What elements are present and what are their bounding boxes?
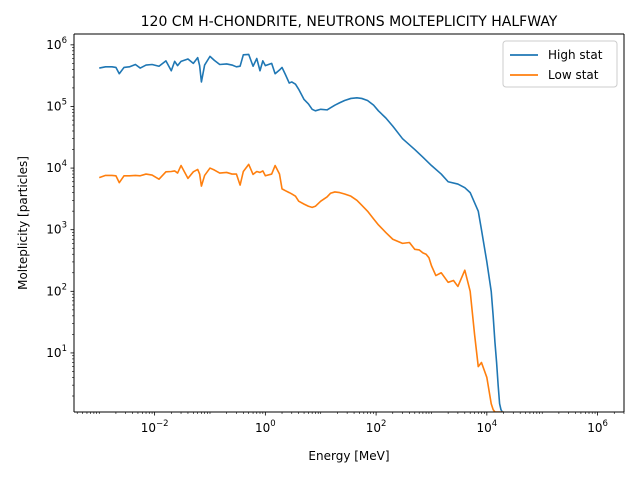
x-axis-label-text: Energy [MeV] <box>308 449 389 463</box>
x-tick-label: 104 <box>476 419 497 435</box>
y-tick-label: 105 <box>46 97 67 113</box>
x-tick-label: 100 <box>255 419 276 435</box>
y-tick-label: 106 <box>46 36 67 52</box>
series-line-high-stat <box>99 53 504 412</box>
y-tick-label: 101 <box>46 344 67 360</box>
y-axis-label: Molteplicity [particles] <box>16 156 30 290</box>
y-tick-label: 102 <box>46 282 67 298</box>
y-ticks: 101 102 103 104 105 106 <box>46 36 74 397</box>
x-tick-label: 10−2 <box>141 419 169 435</box>
legend-label-high-stat: High stat <box>548 48 603 62</box>
chart-title: 120 CM H-CHONDRITE, NEUTRONS MOLTEPLICIT… <box>141 14 558 30</box>
y-axis-label-text: Molteplicity [particles] <box>16 156 30 290</box>
plot-area <box>74 34 624 412</box>
x-ticks: 10−2 100 102 104 106 <box>76 412 625 435</box>
legend: High stat Low stat <box>502 40 618 88</box>
x-tick-label: 106 <box>587 419 608 435</box>
series-line-low-stat <box>98 163 504 412</box>
legend-label-low-stat: Low stat <box>548 68 599 82</box>
x-axis-label: Energy [MeV] <box>308 449 389 463</box>
y-tick-label: 104 <box>46 159 67 175</box>
x-tick-label: 102 <box>366 419 387 435</box>
y-tick-label: 103 <box>46 221 67 237</box>
axes-frame <box>73 33 625 413</box>
series-layer <box>98 53 504 412</box>
